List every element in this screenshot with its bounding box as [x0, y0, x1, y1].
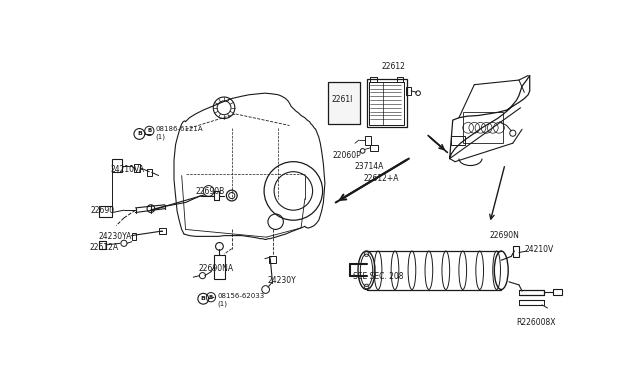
Bar [463, 112, 503, 143]
Text: B: B [201, 296, 205, 301]
Bar [397, 77, 403, 81]
Text: (1): (1) [156, 134, 166, 140]
Text: B: B [137, 131, 142, 137]
Text: R226008X: R226008X [516, 318, 556, 327]
Bar [99, 206, 113, 217]
Bar [134, 164, 140, 172]
Bar [99, 241, 106, 249]
Text: 24210V: 24210V [524, 245, 554, 254]
Bar [132, 232, 136, 240]
Bar [365, 135, 371, 145]
Bar [159, 228, 166, 234]
Text: 22612+A: 22612+A [364, 174, 399, 183]
Text: 08186-6121A: 08186-6121A [156, 126, 203, 132]
Text: 08156-62033: 08156-62033 [217, 293, 264, 299]
Text: 22690NA: 22690NA [198, 264, 234, 273]
Bar [269, 256, 276, 263]
Text: 22690B: 22690B [196, 187, 225, 196]
Text: 24230YA: 24230YA [99, 232, 132, 241]
Bar [113, 158, 122, 173]
Text: 24230Y: 24230Y [268, 276, 297, 285]
Bar [214, 255, 225, 279]
Text: 24210VA: 24210VA [111, 165, 145, 174]
Text: 22612A: 22612A [90, 243, 118, 252]
Bar [451, 135, 465, 145]
Text: 23714A: 23714A [355, 163, 385, 171]
Text: B: B [147, 128, 152, 134]
Text: 22690: 22690 [91, 206, 115, 215]
Text: 22612: 22612 [382, 62, 406, 71]
Text: 2261I: 2261I [332, 95, 353, 104]
Bar [367, 79, 406, 127]
Text: 22690N: 22690N [490, 231, 520, 240]
Bar [369, 77, 376, 81]
Text: B: B [209, 295, 213, 300]
Bar [553, 289, 562, 295]
Bar [147, 169, 152, 176]
Text: 22060P: 22060P [333, 151, 362, 160]
Bar [406, 87, 411, 95]
Text: SEE SEC. 208: SEE SEC. 208 [353, 272, 403, 281]
Bar [371, 145, 378, 151]
Bar [369, 81, 404, 125]
Text: (1): (1) [217, 300, 227, 307]
Bar [513, 246, 519, 257]
Bar [328, 81, 360, 124]
